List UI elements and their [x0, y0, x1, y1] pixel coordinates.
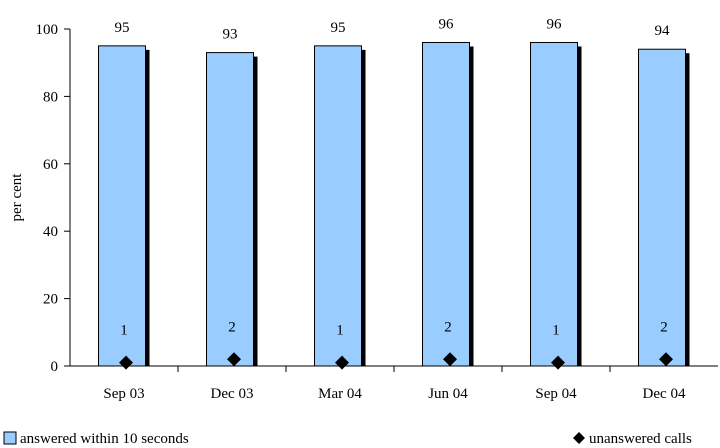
y-tick-label: 60 — [43, 157, 58, 173]
point-value-label: 2 — [228, 319, 236, 335]
legend-label-unanswered: unanswered calls — [589, 431, 692, 447]
bar-value-label: 96 — [547, 16, 563, 32]
unanswered-point — [659, 352, 673, 367]
y-tick-label: 0 — [51, 359, 59, 375]
point-value-label: 1 — [120, 323, 128, 339]
legend-swatch-answered — [3, 431, 17, 445]
x-tick-label: Dec 04 — [643, 386, 686, 402]
legend-marker-unanswered — [573, 432, 585, 444]
x-tick-label: Sep 04 — [535, 386, 577, 402]
x-tick-label: Dec 03 — [211, 386, 254, 402]
point-value-label: 2 — [660, 319, 668, 335]
legend: answered within 10 seconds unanswered cal… — [3, 431, 692, 447]
bar — [314, 45, 362, 367]
x-tick-label: Mar 04 — [318, 386, 362, 402]
bar-value-label: 95 — [331, 20, 346, 36]
bar-value-label: 94 — [655, 23, 671, 39]
point-value-label: 1 — [552, 323, 560, 339]
y-tick-label: 80 — [43, 89, 58, 105]
y-axis-title: per cent — [9, 173, 25, 222]
bar — [422, 41, 470, 367]
bar — [530, 41, 578, 367]
y-tick-label: 40 — [43, 224, 58, 240]
unanswered-point — [227, 352, 241, 367]
x-tick-label: Sep 03 — [103, 386, 144, 402]
point-value-label: 1 — [336, 323, 344, 339]
legend-label-answered: answered within 10 seconds — [20, 431, 189, 447]
point-value-label: 2 — [444, 319, 452, 335]
bar — [638, 48, 686, 367]
y-tick-label: 100 — [36, 22, 59, 38]
bar-value-label: 96 — [439, 16, 455, 32]
axes: 0 20 40 60 80 100 Sep 03 Dec 03 Mar 04 Jun 04 Sep … — [9, 22, 718, 402]
plot-area: 95 93 95 96 96 94 1 2 1 2 1 2 — [98, 16, 690, 370]
bar — [98, 45, 146, 367]
x-tick-label: Jun 04 — [428, 386, 468, 402]
unanswered-point — [443, 352, 457, 367]
bar-value-label: 93 — [223, 27, 238, 43]
y-tick-label: 20 — [43, 292, 58, 308]
bar-value-label: 95 — [115, 20, 130, 36]
